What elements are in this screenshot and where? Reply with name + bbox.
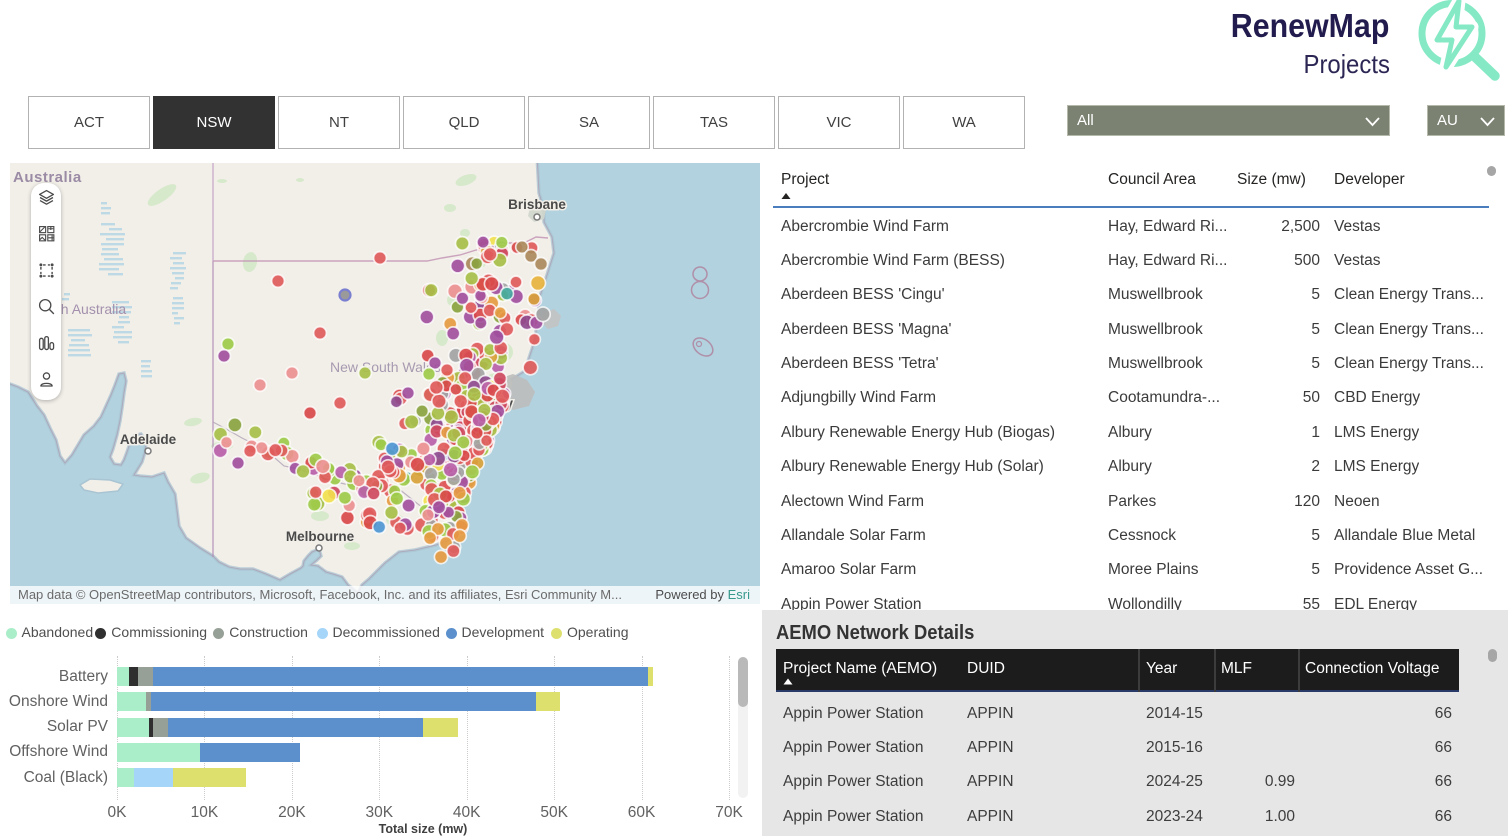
- svg-text:Brisbane: Brisbane: [508, 197, 566, 212]
- svg-text:Adelaide: Adelaide: [120, 432, 177, 447]
- svg-text:New South Wales: New South Wales: [330, 359, 441, 375]
- svg-text:Melbourne: Melbourne: [286, 529, 355, 544]
